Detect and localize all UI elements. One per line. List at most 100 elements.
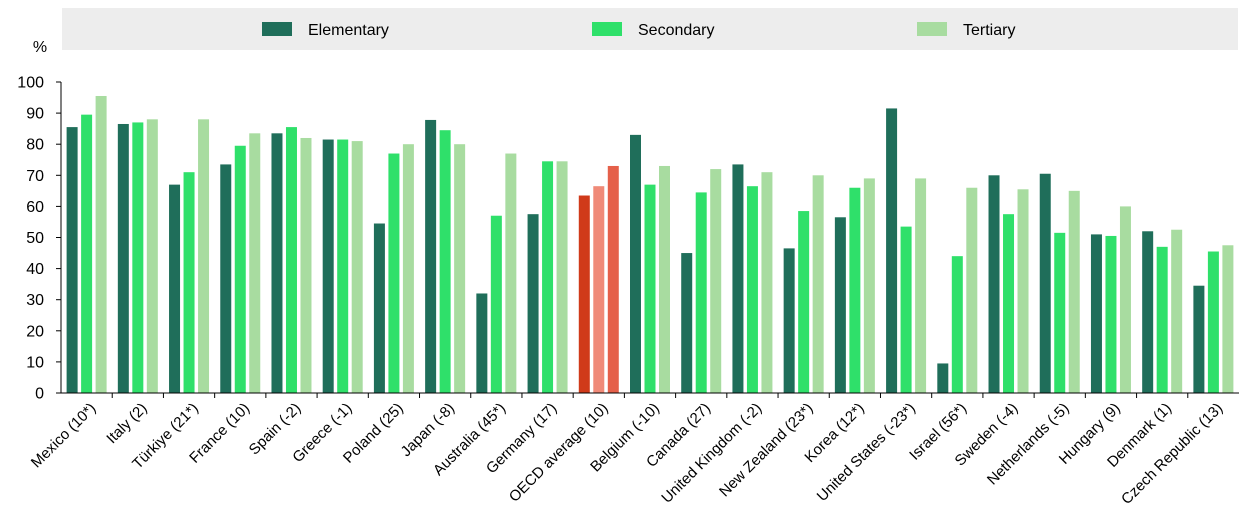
bar-secondary	[439, 130, 451, 393]
bar-group-t-rkiye-21	[169, 119, 210, 393]
bar-tertiary	[454, 144, 466, 393]
bar-tertiary	[761, 172, 773, 393]
bars	[66, 95, 1234, 394]
bar-group-italy-2	[117, 119, 158, 394]
bar-group-canada-27	[681, 169, 722, 393]
bar-elementary	[117, 123, 129, 394]
bar-tertiary	[402, 144, 414, 393]
y-tick-label: 40	[26, 261, 44, 278]
bar-group-czech-republic-13	[1193, 245, 1234, 393]
bar-tertiary	[1222, 245, 1234, 393]
bar-group-denmark-1	[1142, 229, 1183, 393]
y-tick-label: 60	[26, 199, 44, 216]
bar-group-netherlands-5	[1039, 173, 1080, 393]
bar-secondary	[132, 122, 144, 394]
bar-elementary	[476, 293, 488, 393]
bar-elementary	[1039, 173, 1051, 393]
bar-tertiary	[659, 165, 670, 393]
x-tick-label: United Kingdom (-2)	[658, 400, 765, 507]
bar-group-israel-56	[937, 187, 978, 393]
y-tick-label: 10	[26, 354, 44, 371]
bar-elementary	[322, 139, 334, 393]
bar-secondary	[1054, 232, 1066, 393]
bar-elementary	[1090, 234, 1102, 393]
bar-elementary	[988, 175, 1000, 393]
bar-group-spain-2	[271, 127, 312, 393]
bar-group-oecd-average-10	[578, 165, 619, 393]
bar-elementary	[373, 223, 385, 393]
bar-secondary	[234, 145, 246, 393]
legend-swatch-secondary	[592, 22, 622, 36]
legend-label-secondary: Secondary	[638, 22, 715, 39]
y-axis: 0 10 20 30 40 50 60 70 80 90 100	[17, 75, 62, 403]
bar-elementary	[681, 253, 693, 393]
bar-elementary	[783, 248, 795, 393]
bar-tertiary	[863, 178, 875, 393]
bar-secondary	[695, 192, 707, 393]
x-tick-label: Czech Republic (13)	[1118, 400, 1226, 508]
bar-tertiary	[1068, 190, 1080, 393]
bar-secondary	[1156, 246, 1168, 393]
bar-tertiary	[351, 141, 363, 393]
bar-tertiary	[1017, 189, 1029, 393]
y-axis-label: %	[33, 39, 47, 56]
bar-elementary	[271, 133, 283, 393]
y-tick-label: 20	[26, 323, 44, 340]
bar-tertiary	[198, 119, 210, 393]
bar-secondary	[900, 226, 912, 393]
bar-secondary	[951, 256, 963, 393]
y-tick-label: 50	[26, 230, 44, 247]
bar-group-new-zealand-23	[783, 175, 824, 393]
bar-group-belgium-10	[630, 134, 670, 393]
legend-swatch-elementary	[262, 22, 292, 36]
bar-secondary	[644, 184, 656, 393]
bar-secondary	[388, 153, 400, 393]
bar-elementary	[834, 217, 846, 393]
bar-secondary	[849, 187, 861, 393]
y-tick-label: 90	[26, 106, 44, 123]
bar-tertiary	[1171, 229, 1183, 393]
bar-secondary	[490, 215, 502, 393]
bar-tertiary	[710, 169, 722, 393]
bar-elementary	[425, 119, 437, 393]
bar-tertiary	[1119, 206, 1131, 393]
bar-elementary	[527, 214, 539, 393]
y-tick-label: 30	[26, 292, 44, 309]
legend-label-elementary: Elementary	[308, 22, 389, 39]
bar-secondary	[542, 161, 554, 393]
bar-tertiary	[505, 153, 517, 393]
x-tick-label: Mexico (10*)	[28, 400, 100, 472]
bar-secondary	[183, 172, 195, 393]
legend-label-tertiary: Tertiary	[963, 22, 1015, 39]
bar-group-greece-1	[322, 139, 363, 393]
bar-elementary	[66, 127, 78, 393]
legend-swatch-tertiary	[917, 22, 947, 36]
bar-secondary	[285, 127, 297, 393]
bar-secondary	[593, 186, 605, 393]
bar-group-sweden-4	[988, 175, 1029, 393]
bar-tertiary	[966, 187, 978, 393]
bar-secondary	[746, 186, 758, 393]
x-tick-label: United States (-23*)	[814, 400, 919, 505]
bar-secondary	[337, 139, 349, 393]
x-tick-label: Italy (2)	[103, 400, 150, 447]
bar-group-united-kingdom-2	[732, 164, 773, 393]
bar-elementary	[578, 195, 590, 393]
bar-secondary	[798, 211, 810, 393]
bar-tertiary	[249, 133, 261, 393]
bar-elementary	[1142, 231, 1154, 393]
bar-tertiary	[146, 119, 158, 393]
bar-tertiary	[812, 175, 824, 393]
bar-tertiary	[300, 137, 312, 393]
x-tick-label: OECD average (10)	[506, 400, 612, 506]
bar-group-hungary-9	[1090, 206, 1131, 393]
legend: Elementary Secondary Tertiary	[262, 22, 1015, 39]
bar-secondary	[1207, 251, 1219, 393]
bar-elementary	[1193, 285, 1205, 393]
bar-group-united-states-23	[886, 108, 927, 393]
bar-elementary	[220, 164, 232, 393]
x-axis: Mexico (10*) Italy (2)Türkiye (21*)France…	[28, 392, 1239, 508]
y-tick-label: 0	[35, 386, 44, 403]
